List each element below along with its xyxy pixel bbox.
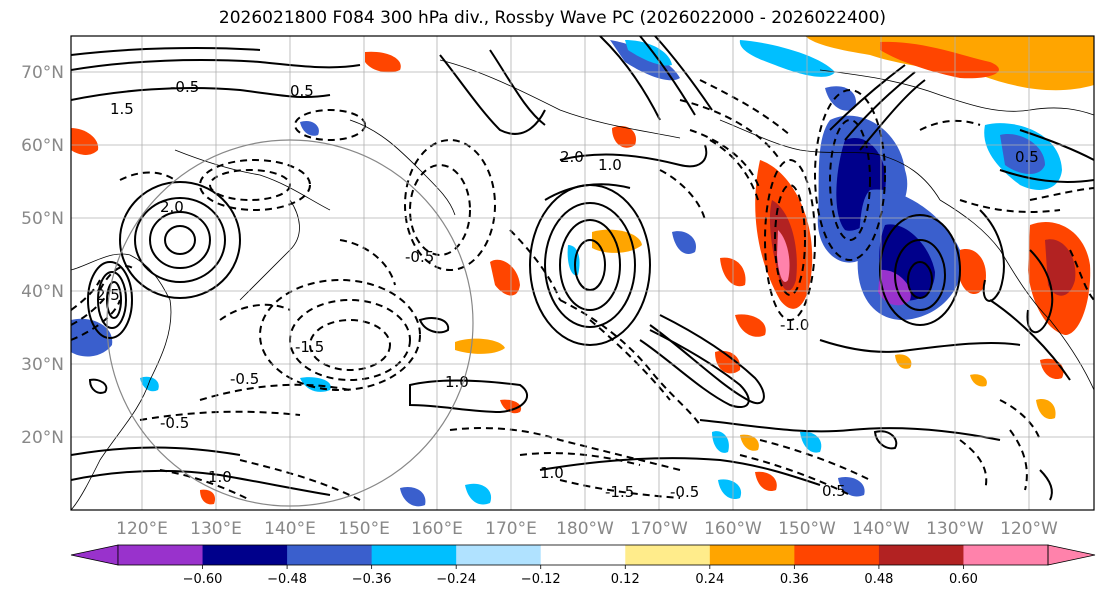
contour-label: 2.5 (96, 286, 120, 304)
contour-label: -0.5 (230, 370, 259, 388)
lon-label: 140°E (264, 519, 316, 539)
lon-label: 150°W (778, 519, 836, 539)
colorbar-segment (794, 545, 880, 565)
colorbar-tick-label: 0.36 (780, 572, 809, 587)
colorbar-segment (878, 545, 964, 565)
lat-label: 50°N (21, 209, 64, 229)
contour-label: 1.0 (445, 373, 469, 391)
map-frame (70, 35, 1095, 511)
contour-label: 1.0 (208, 468, 232, 486)
lon-label: 120°E (116, 519, 168, 539)
colorbar-ticks: −0.60 −0.48 −0.36 −0.24 −0.12 0.12 0.24 … (183, 572, 978, 587)
contour-label: 0.5 (1015, 148, 1039, 166)
colorbar-segment (540, 545, 626, 565)
colorbar-segment (963, 545, 1049, 565)
contour-label: -0.5 (670, 483, 699, 501)
contour-label: -0.5 (160, 414, 189, 432)
contour-label: 1.0 (540, 464, 564, 482)
lon-label: 130°W (926, 519, 984, 539)
lon-label: 170°E (485, 519, 537, 539)
colorbar-tick-label: 0.12 (611, 572, 640, 587)
solid-contours (71, 36, 1094, 501)
reference-circle (106, 139, 474, 507)
colorbar-segment (709, 545, 795, 565)
graticule (71, 36, 1094, 510)
lon-label: 160°W (704, 519, 762, 539)
colorbar (70, 544, 1096, 569)
colorbar-extend-high (1047, 544, 1096, 566)
contour-label: 2.0 (160, 198, 184, 216)
colorbar-tick-label: 0.60 (949, 572, 978, 587)
colorbar-outline (117, 544, 1049, 566)
contour-label: 0.5 (290, 82, 314, 100)
contour-label: 2.0 (560, 148, 584, 166)
lon-label: 140°W (852, 519, 910, 539)
colorbar-extend-low (70, 544, 119, 566)
latitude-labels: 70°N 60°N 50°N 40°N 30°N 20°N (21, 63, 64, 448)
colorbar-tick-label: −0.24 (436, 572, 476, 587)
lon-label: 120°W (1000, 519, 1058, 539)
lon-label: 180°W (556, 519, 614, 539)
contour-label: 0.5 (822, 482, 846, 500)
lat-label: 30°N (21, 355, 64, 375)
colorbar-segment (118, 545, 204, 565)
colorbar-tick-label: −0.12 (521, 572, 561, 587)
lon-label: 170°W (630, 519, 688, 539)
colorbar-segment (625, 545, 711, 565)
colorbar-tick-label: 0.24 (695, 572, 724, 587)
lat-label: 40°N (21, 282, 64, 302)
lat-label: 60°N (21, 136, 64, 156)
longitude-labels: 120°E 130°E 140°E 150°E 160°E 170°E 180°… (116, 519, 1058, 539)
map-title: 2026021800 F084 300 hPa div., Rossby Wav… (218, 8, 887, 28)
contour-labels: 1.0 1.5 -0.5 0.5 2.0 2.5 -1.5 1.0 -0.5 -… (96, 78, 1039, 501)
colorbar-segment (456, 545, 542, 565)
contour-label: 1.5 (110, 100, 134, 118)
colorbar-tick-label: −0.48 (267, 572, 307, 587)
contour-label: 1.0 (598, 156, 622, 174)
lon-label: 130°E (190, 519, 242, 539)
contour-label: -0.5 (405, 248, 434, 266)
contour-label: -1.0 (780, 316, 809, 334)
colorbar-tick-label: 0.48 (864, 572, 893, 587)
contour-label: -1.5 (295, 338, 324, 356)
contour-label: -1.5 (605, 483, 634, 501)
contour-label: -0.5 (170, 78, 199, 96)
lon-label: 160°E (411, 519, 463, 539)
colorbar-segment (287, 545, 373, 565)
lat-label: 20°N (21, 428, 64, 448)
colorbar-segment (371, 545, 457, 565)
colorbar-tick-label: −0.36 (352, 572, 392, 587)
lat-label: 70°N (21, 63, 64, 83)
colorbar-segment (202, 545, 288, 565)
colorbar-tick-label: −0.60 (183, 572, 223, 587)
lon-label: 150°E (338, 519, 390, 539)
